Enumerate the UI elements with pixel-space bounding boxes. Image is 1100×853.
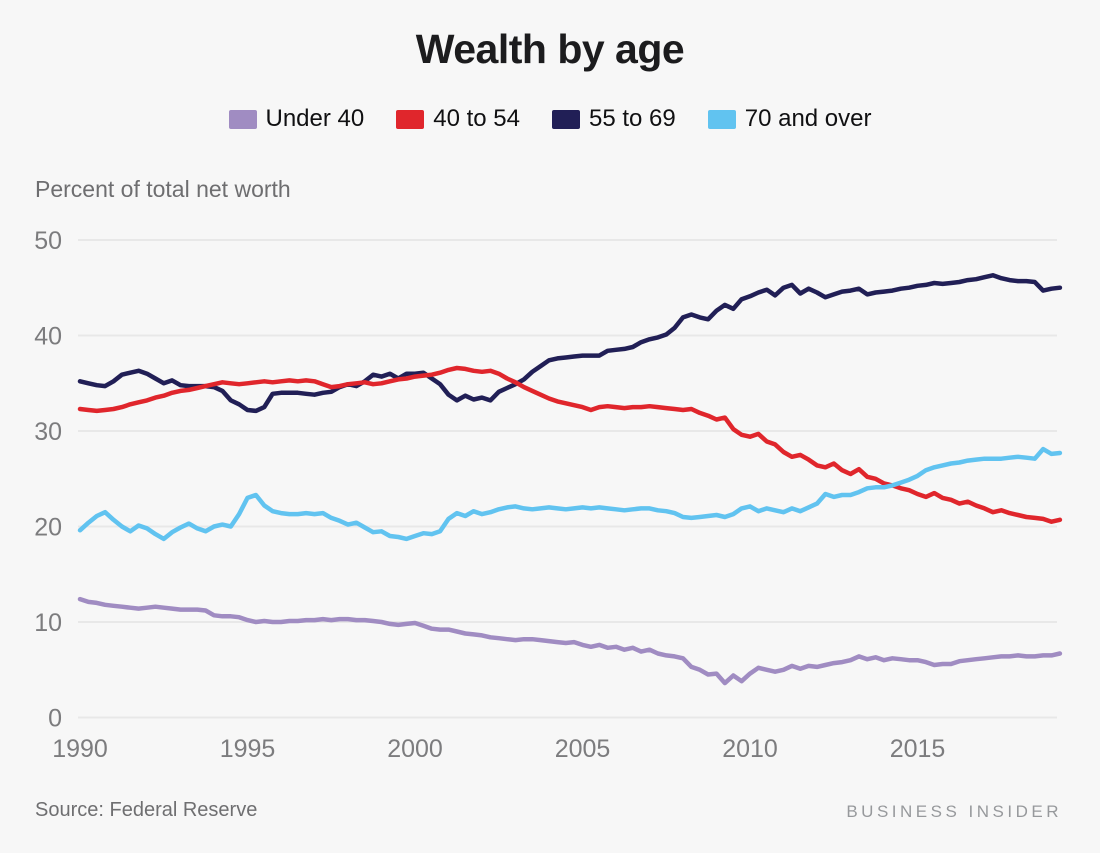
x-tick-label-2005: 2005 xyxy=(555,735,611,763)
y-axis-tick-labels: 0 10 20 30 40 50 xyxy=(34,227,62,733)
legend-swatch-under-40 xyxy=(228,109,257,129)
chart-legend: Under 40 40 to 54 55 to 69 70 and over xyxy=(0,105,1100,133)
y-tick-label-30: 30 xyxy=(34,418,62,446)
legend-label-70-and-over: 70 and over xyxy=(744,105,872,132)
legend-swatch-40-to-54 xyxy=(396,109,425,129)
y-tick-label-50: 50 xyxy=(34,227,62,255)
x-axis-tick-labels: 1990 1995 2000 2005 2010 2015 xyxy=(52,735,945,763)
legend-item-70-and-over: 70 and over xyxy=(707,105,872,133)
page-title: Wealth by age xyxy=(415,26,685,72)
legend-label-55-to-69: 55 to 69 xyxy=(588,105,676,132)
legend-item-55-to-69: 55 to 69 xyxy=(551,105,676,133)
y-tick-label-10: 10 xyxy=(34,609,62,637)
legend-swatch-55-to-69 xyxy=(551,109,580,129)
x-tick-label-1990: 1990 xyxy=(52,735,108,763)
gridlines xyxy=(78,239,1057,719)
series-line-under-40 xyxy=(77,596,1063,686)
x-tick-label-2000: 2000 xyxy=(387,735,443,763)
legend-label-under-40: Under 40 xyxy=(265,105,365,132)
y-tick-label-20: 20 xyxy=(34,514,62,542)
y-tick-label-40: 40 xyxy=(34,323,62,351)
series-line-40-to-54 xyxy=(77,365,1063,524)
y-tick-label-0: 0 xyxy=(48,705,62,733)
business-insider-logo: BUSINESS INSIDER xyxy=(846,802,1062,821)
x-tick-label-2010: 2010 xyxy=(722,735,778,763)
legend-label-40-to-54: 40 to 54 xyxy=(433,105,520,132)
series-line-70-and-over xyxy=(77,446,1063,542)
source-text: Source: Federal Reserve xyxy=(35,799,258,821)
x-tick-label-1995: 1995 xyxy=(220,735,276,763)
legend-swatch-70-and-over xyxy=(707,109,736,129)
y-axis-title: Percent of total net worth xyxy=(35,176,291,202)
legend-item-under-40: Under 40 xyxy=(228,105,365,133)
x-tick-label-2015: 2015 xyxy=(890,735,946,763)
series-line-55-to-69 xyxy=(77,273,1063,414)
legend-item-40-to-54: 40 to 54 xyxy=(396,105,520,133)
